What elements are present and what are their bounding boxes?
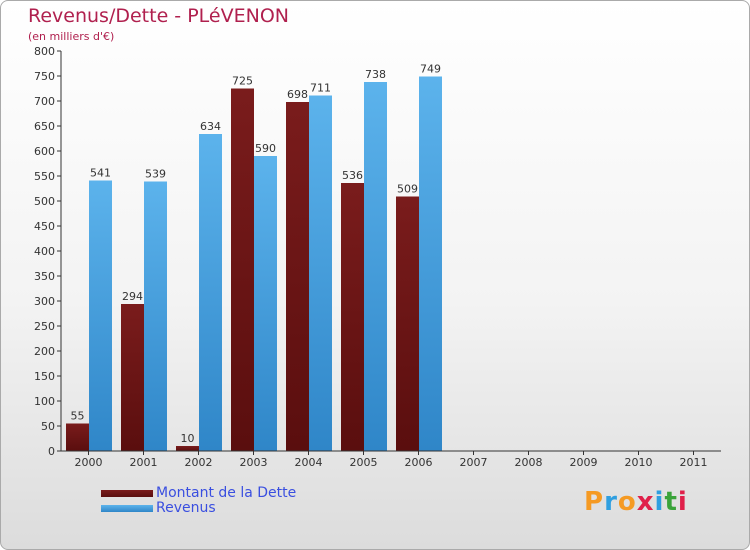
data-label-debt-2000: 55	[71, 410, 85, 423]
y-tick-label: 400	[34, 245, 55, 258]
y-tick-label: 750	[34, 70, 55, 83]
bar-revenue-2005	[364, 82, 387, 451]
x-tick-label: 2000	[75, 456, 103, 469]
bar-revenue-2003	[254, 156, 277, 451]
y-tick-label: 100	[34, 395, 55, 408]
y-tick-label: 200	[34, 345, 55, 358]
x-tick-label: 2005	[350, 456, 378, 469]
data-label-revenue-2004: 711	[310, 82, 331, 95]
data-label-debt-2002: 10	[181, 432, 195, 445]
y-tick-label: 250	[34, 320, 55, 333]
data-label-debt-2003: 725	[232, 75, 253, 88]
data-label-debt-2006: 509	[397, 183, 418, 196]
logo-letter: o	[617, 487, 637, 517]
y-tick-label: 500	[34, 195, 55, 208]
chart-title: Revenus/Dette - PLéVENON	[28, 5, 289, 27]
data-label-revenue-2002: 634	[200, 120, 221, 133]
x-tick-label: 2002	[185, 456, 213, 469]
data-label-debt-2001: 294	[122, 290, 143, 303]
x-tick-label: 2006	[405, 456, 433, 469]
bar-debt-2003	[231, 88, 254, 451]
bar-debt-2001	[121, 304, 144, 451]
data-label-revenue-2001: 539	[145, 168, 166, 181]
y-tick-label: 800	[34, 45, 55, 58]
bar-revenue-2001	[144, 181, 167, 451]
bar-revenue-2004	[309, 95, 332, 451]
y-tick-label: 600	[34, 145, 55, 158]
x-tick-label: 2003	[240, 456, 268, 469]
y-tick-label: 350	[34, 270, 55, 283]
bar-debt-2000	[66, 423, 89, 451]
bar-revenue-2000	[89, 180, 112, 451]
data-label-debt-2005: 536	[342, 169, 363, 182]
logo-letter: r	[604, 487, 618, 517]
y-tick-label: 300	[34, 295, 55, 308]
data-label-revenue-2006: 749	[420, 63, 441, 76]
chart-subtitle: (en milliers d'€)	[28, 30, 115, 43]
logo-letter: P	[584, 487, 605, 517]
legend-swatch-debt	[101, 490, 153, 497]
y-tick-label: 50	[41, 420, 55, 433]
x-tick-label: 2009	[570, 456, 598, 469]
x-tick-label: 2011	[680, 456, 708, 469]
x-tick-label: 2008	[515, 456, 543, 469]
legend-swatch-revenue	[101, 505, 153, 512]
bar-debt-2005	[341, 183, 364, 451]
y-tick-label: 700	[34, 95, 55, 108]
data-label-revenue-2003: 590	[255, 142, 276, 155]
x-tick-label: 2010	[625, 456, 653, 469]
bar-debt-2006	[396, 196, 419, 451]
legend-label-debt: Montant de la Dette	[156, 485, 297, 501]
proxiti-logo: Proxiti	[584, 487, 688, 517]
logo-letter: t	[664, 487, 678, 517]
bar-debt-2004	[286, 102, 309, 451]
y-tick-label: 150	[34, 370, 55, 383]
logo-letter: x	[636, 487, 655, 517]
x-tick-label: 2004	[295, 456, 323, 469]
x-tick-label: 2007	[460, 456, 488, 469]
y-tick-label: 550	[34, 170, 55, 183]
legend-label-revenue: Revenus	[156, 500, 216, 516]
bar-revenue-2002	[199, 134, 222, 451]
y-tick-label: 650	[34, 120, 55, 133]
bar-revenue-2006	[419, 76, 442, 451]
logo-letter: i	[654, 487, 665, 517]
y-tick-label: 450	[34, 220, 55, 233]
y-tick-label: 0	[48, 445, 55, 458]
data-label-revenue-2000: 541	[90, 167, 111, 180]
x-tick-label: 2001	[130, 456, 158, 469]
data-label-revenue-2005: 738	[365, 68, 386, 81]
bar-debt-2002	[176, 446, 199, 451]
logo-letter: i	[677, 487, 688, 517]
data-label-debt-2004: 698	[287, 88, 308, 101]
